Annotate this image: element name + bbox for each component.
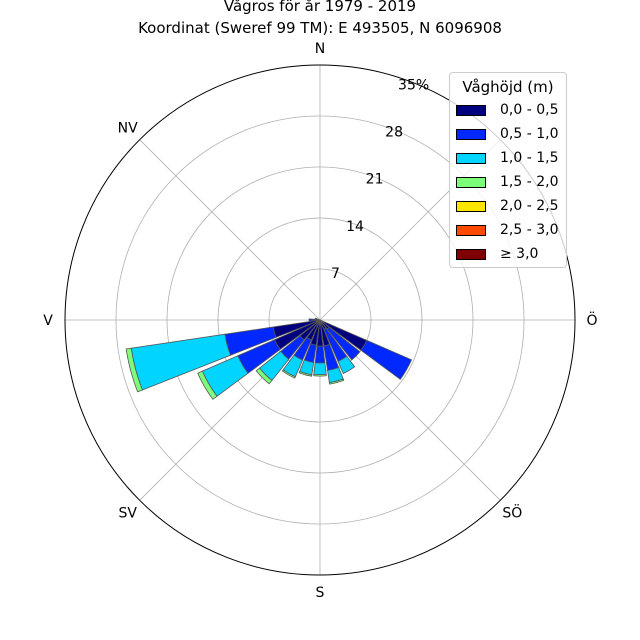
legend-title: Våghöjd (m) (462, 78, 554, 96)
legend-label: 2,0 - 2,5 (500, 198, 559, 214)
legend-swatch (456, 152, 486, 164)
rose-bar-segment (313, 373, 327, 377)
legend-swatch (456, 176, 486, 188)
polar-frame (64, 64, 576, 576)
legend-entry: ≥ 3,0 (456, 244, 538, 264)
direction-label: N (315, 41, 325, 57)
rose-bar-segment (314, 317, 318, 320)
rose-bar-segment (313, 362, 327, 376)
rose-bars (125, 317, 413, 400)
chart-subtitle: Koordinat (Sweref 99 TM): E 493505, N 60… (138, 19, 502, 37)
direction-label: S (316, 585, 325, 601)
legend-entry: 2,5 - 3,0 (456, 220, 558, 240)
legend-swatch (456, 128, 486, 140)
legend-entry: 1,5 - 2,0 (456, 172, 558, 192)
legend-label: 1,0 - 1,5 (500, 150, 559, 166)
legend-entry: 2,0 - 2,5 (456, 196, 558, 216)
radial-tick-label: 21 (366, 172, 384, 188)
direction-label: V (43, 313, 53, 329)
direction-label: NV (118, 121, 138, 137)
rose-bar-segment (360, 339, 413, 380)
polar-labels: N NV V SV S SÖ Ö 7 14 21 28 35% (43, 41, 597, 601)
chart-title: Vågros för år 1979 - 2019 (223, 0, 417, 15)
rose-bar-segment (308, 318, 314, 322)
direction-label: Ö (586, 311, 597, 329)
rose-bar-segment (337, 355, 356, 374)
legend: Våghöjd (m) 0,0 - 0,5 0,5 - 1,0 1,0 - 1,5 1… (449, 72, 567, 268)
radial-tick-label: 7 (331, 266, 340, 282)
legend-entry: 1,0 - 1,5 (456, 148, 558, 168)
rose-bar-segment (255, 367, 273, 385)
direction-label: SÖ (502, 503, 522, 521)
direction-label: SV (118, 505, 137, 521)
radial-tick-label: 14 (346, 219, 364, 235)
rose-bar-segment (314, 345, 326, 364)
radial-tick-label: 28 (385, 125, 403, 141)
rose-bar-segment (326, 326, 361, 361)
rose-bar-segment (197, 370, 218, 400)
legend-label: 0,5 - 1,0 (500, 126, 559, 142)
legend-label: 2,5 - 3,0 (500, 222, 559, 238)
legend-swatch (456, 248, 486, 260)
rose-bar-segment (125, 347, 143, 393)
legend-entry: 0,5 - 1,0 (456, 124, 558, 144)
rose-bar-segment (298, 371, 313, 377)
legend-label: 0,0 - 0,5 (500, 102, 559, 118)
legend-label: 1,5 - 2,0 (500, 174, 559, 190)
rose-bar-segment (281, 369, 296, 379)
legend-swatch (456, 200, 486, 212)
grid-spoke (139, 139, 321, 321)
legend-swatch (456, 104, 486, 116)
legend-swatch (456, 224, 486, 236)
rose-bar-segment (328, 378, 345, 385)
legend-label: ≥ 3,0 (500, 246, 539, 262)
radial-tick-label: 35% (398, 77, 429, 93)
legend-entry: 0,0 - 0,5 (456, 100, 558, 120)
